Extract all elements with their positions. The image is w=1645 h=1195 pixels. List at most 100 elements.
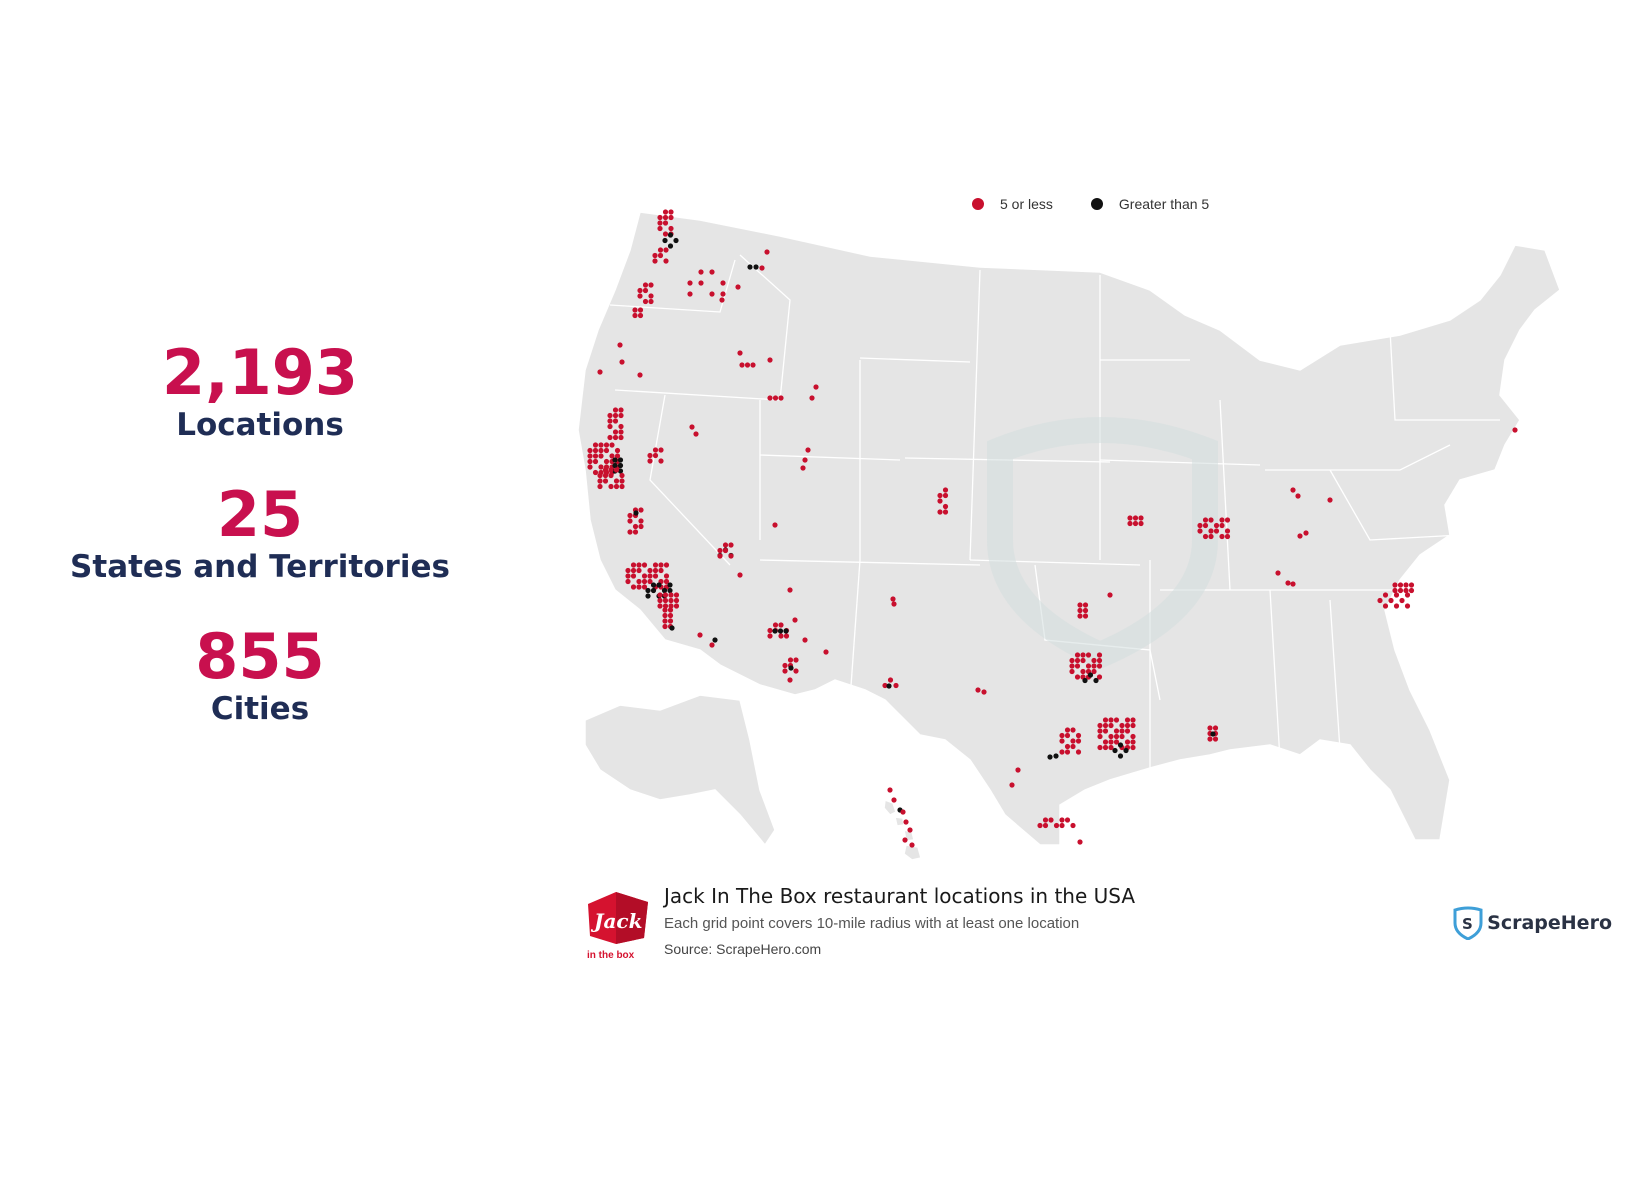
location-dot [642, 287, 649, 294]
location-dot [668, 214, 674, 221]
stat-states: 25 States and Territories [60, 482, 460, 586]
location-dot [619, 359, 625, 365]
location-dot [942, 503, 949, 510]
location-dot [608, 467, 614, 473]
location-dot [1064, 749, 1071, 755]
location-dot [1082, 602, 1089, 608]
scrapehero-shield-icon: S [1453, 906, 1483, 940]
location-dot [1108, 717, 1114, 723]
location-dot [1070, 743, 1076, 750]
location-dot [614, 453, 621, 459]
location-dot [937, 492, 943, 499]
location-dot [787, 587, 793, 593]
location-dot [793, 668, 799, 674]
location-dot [673, 603, 680, 609]
location-dot [607, 434, 613, 441]
location-dot [1080, 668, 1086, 675]
location-dot [942, 492, 949, 499]
location-dot [902, 837, 908, 843]
location-dot [1059, 738, 1065, 744]
location-dot [1403, 587, 1409, 594]
location-dot [618, 412, 624, 419]
location-dot [1127, 520, 1133, 527]
location-dot [720, 291, 726, 297]
location-dot [1042, 822, 1049, 829]
location-dot [1059, 732, 1065, 739]
location-dot-dense [617, 457, 624, 463]
location-dot [637, 307, 644, 313]
contiguous-us-land [577, 211, 1561, 846]
location-dot [1382, 603, 1389, 609]
location-dot [592, 469, 599, 476]
location-dot-dense [617, 468, 624, 474]
location-dot [641, 562, 648, 568]
location-dot [597, 369, 603, 375]
location-dot [667, 618, 674, 624]
location-dot-dense [1117, 753, 1124, 759]
location-dot [637, 287, 643, 294]
location-dot [1224, 528, 1231, 534]
location-dot [722, 547, 729, 554]
location-dot [597, 472, 603, 479]
location-dot [592, 442, 599, 448]
location-dot [602, 467, 609, 473]
location-dot [1064, 732, 1071, 739]
location-dot-dense [656, 582, 662, 588]
location-dot [1113, 733, 1120, 740]
location-dot [767, 395, 773, 401]
location-dot [1053, 822, 1060, 829]
location-dot [652, 258, 658, 264]
location-dot [717, 547, 723, 554]
jack-in-the-box-logo: Jack in the box [587, 892, 648, 961]
location-dot [1097, 744, 1103, 751]
location-dot [657, 247, 664, 253]
location-dot [636, 567, 642, 574]
location-dot-dense [1123, 747, 1129, 754]
location-dot [937, 509, 943, 515]
location-dot [607, 412, 613, 419]
location-dot [1091, 663, 1097, 669]
location-dot [813, 384, 819, 390]
location-dot [1119, 728, 1125, 734]
location-dot [625, 573, 631, 579]
location-dot [1290, 581, 1296, 587]
location-dot [709, 291, 715, 297]
location-dot [1397, 582, 1404, 588]
location-dot [1077, 607, 1083, 614]
location-dot [1082, 607, 1089, 614]
location-dot-dense [1210, 731, 1216, 737]
location-dot [619, 483, 625, 490]
location-dot [612, 434, 619, 441]
location-dot [1113, 739, 1120, 745]
location-dot [1085, 652, 1092, 658]
location-dot [1108, 744, 1114, 751]
location-dot [767, 627, 773, 634]
location-dot [1202, 522, 1209, 529]
location-dot [636, 562, 642, 568]
map-title: Jack In The Box restaurant locations in … [664, 884, 1136, 908]
location-dot [1119, 722, 1125, 729]
location-dot [592, 453, 599, 459]
location-dot-dense [1093, 677, 1099, 684]
location-dot [1213, 528, 1220, 534]
location-dot-dense [777, 628, 784, 634]
location-dot [1097, 722, 1103, 729]
location-dot [652, 447, 659, 453]
location-dot [587, 458, 593, 465]
legend: 5 or less Greater than 5 [972, 196, 1209, 212]
location-dot [687, 280, 693, 286]
location-dot [1075, 738, 1082, 744]
location-dot [1377, 597, 1383, 604]
location-dot [638, 518, 644, 524]
location-dot [1102, 722, 1109, 729]
location-dot [882, 682, 888, 689]
location-dot [608, 472, 614, 479]
location-dot-dense [788, 665, 794, 671]
location-dot [612, 429, 619, 435]
location-dot [632, 523, 639, 530]
location-dot-dense [1082, 677, 1088, 684]
location-dot [764, 249, 770, 255]
states-label: States and Territories [70, 549, 450, 585]
location-dot [1130, 744, 1136, 751]
